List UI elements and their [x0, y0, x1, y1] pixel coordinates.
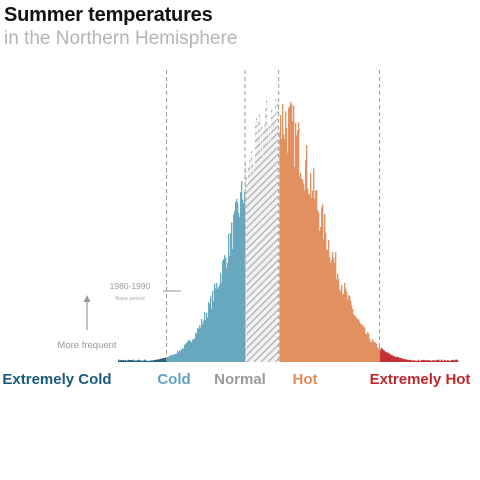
histogram-bars: [118, 96, 458, 362]
category-label-normal: Normal: [214, 371, 266, 388]
category-label-extremely-cold: Extremely Cold: [2, 371, 111, 388]
category-label-cold: Cold: [157, 371, 190, 388]
more-frequent-annotation: More frequent: [57, 295, 117, 351]
category-label-hot: Hot: [293, 371, 318, 388]
up-arrow-icon: [84, 295, 91, 302]
category-labels: Extremely Cold Cold Normal Hot Extremely Hot: [2, 371, 470, 388]
base-period-label: 1980-1990: [110, 281, 151, 291]
base-period-sublabel: Base period: [115, 296, 144, 302]
more-frequent-label: More frequent: [57, 340, 117, 351]
category-label-extremely-hot: Extremely Hot: [370, 371, 471, 388]
base-period-annotation: 1980-1990 Base period: [110, 281, 181, 302]
histogram-bar: [457, 360, 458, 362]
